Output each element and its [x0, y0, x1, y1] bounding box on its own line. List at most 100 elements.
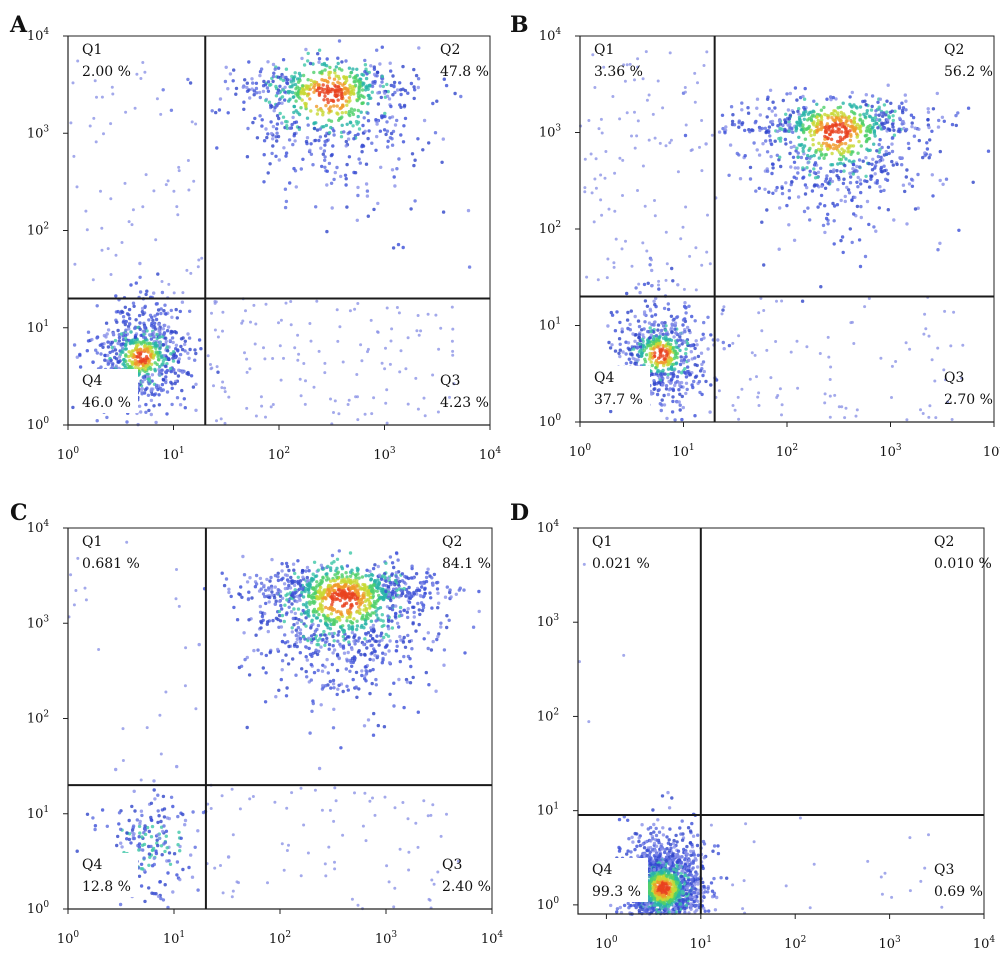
event-dot	[337, 76, 341, 81]
event-dot	[360, 150, 364, 154]
event-dot	[281, 576, 285, 580]
event-dot	[227, 590, 231, 595]
event-dot	[881, 114, 885, 118]
event-dot	[344, 99, 348, 103]
event-dot	[150, 373, 155, 377]
event-dot	[317, 349, 321, 353]
event-dot	[477, 589, 481, 594]
event-dot	[390, 626, 395, 630]
event-dot	[323, 633, 327, 637]
event-dot	[895, 162, 899, 167]
event-dot	[138, 290, 143, 294]
event-dot	[635, 134, 639, 138]
event-dot	[668, 345, 673, 350]
event-dot	[780, 186, 784, 190]
event-dot	[250, 596, 254, 600]
event-dot	[823, 179, 828, 183]
event-dot	[337, 588, 341, 592]
event-dot	[95, 95, 98, 99]
event-dot	[158, 365, 162, 369]
event-dot	[952, 310, 956, 314]
event-dot	[270, 104, 274, 109]
event-dot	[383, 91, 387, 95]
event-dot	[124, 328, 128, 332]
event-dot	[133, 335, 138, 340]
event-dot	[270, 586, 274, 590]
event-dot	[653, 214, 657, 218]
event-dot	[848, 227, 852, 231]
event-dot	[281, 115, 286, 119]
event-dot	[762, 309, 766, 312]
event-dot	[796, 386, 800, 390]
event-dot	[291, 115, 295, 120]
event-dot	[392, 704, 396, 708]
event-dot	[254, 322, 258, 326]
event-dot	[795, 339, 799, 343]
event-dot	[157, 814, 161, 818]
event-dot	[890, 136, 895, 140]
event-dot	[226, 111, 230, 115]
event-dot	[111, 92, 115, 96]
event-dot	[259, 587, 263, 591]
event-dot	[331, 726, 336, 730]
event-dot	[789, 182, 793, 187]
event-dot	[393, 583, 397, 587]
event-dot	[441, 210, 446, 214]
event-dot	[940, 115, 945, 120]
event-dot	[784, 181, 788, 185]
event-dot	[364, 574, 368, 578]
event-dot	[99, 365, 103, 369]
y-tick-label: 102	[539, 220, 561, 237]
event-dot	[274, 127, 279, 131]
event-dot	[137, 848, 141, 852]
event-dot	[850, 90, 854, 95]
event-dot	[141, 363, 146, 368]
event-dot	[235, 618, 240, 622]
event-dot	[380, 80, 384, 84]
event-dot	[147, 378, 152, 382]
event-dot	[671, 318, 675, 322]
event-dot	[100, 342, 104, 346]
event-dot	[193, 348, 197, 352]
event-dot	[120, 309, 124, 314]
event-dot	[286, 662, 291, 666]
event-dot	[863, 99, 867, 103]
event-dot	[275, 91, 280, 95]
event-dot	[618, 348, 622, 352]
event-dot	[778, 139, 783, 143]
event-dot	[454, 592, 458, 596]
event-dot	[878, 138, 882, 142]
event-dot	[462, 588, 466, 592]
event-dot	[161, 88, 165, 92]
event-dot	[164, 380, 168, 385]
event-dot	[877, 105, 881, 109]
event-dot	[177, 830, 181, 834]
event-dot	[406, 336, 410, 340]
event-dot	[805, 127, 809, 131]
event-dot	[331, 144, 335, 148]
event-dot	[266, 132, 270, 136]
event-dot	[114, 364, 119, 368]
event-dot	[347, 595, 351, 600]
event-dot	[795, 146, 799, 150]
event-dot	[331, 622, 335, 626]
event-dot	[771, 166, 775, 170]
event-dot	[848, 138, 853, 142]
event-dot	[808, 173, 812, 177]
event-dot	[299, 583, 303, 587]
event-dot	[175, 873, 179, 877]
event-dot	[872, 142, 876, 146]
event-dot	[600, 213, 604, 217]
event-dot	[276, 66, 281, 70]
event-dot	[266, 620, 270, 624]
event-dot	[275, 131, 279, 135]
event-dot	[800, 142, 804, 147]
event-dot	[338, 106, 342, 111]
event-dot	[161, 388, 165, 392]
event-dot	[426, 567, 430, 571]
event-dot	[644, 50, 648, 54]
event-dot	[345, 616, 349, 620]
event-dot	[417, 46, 421, 50]
event-dot	[352, 592, 357, 596]
event-dot	[858, 178, 863, 182]
